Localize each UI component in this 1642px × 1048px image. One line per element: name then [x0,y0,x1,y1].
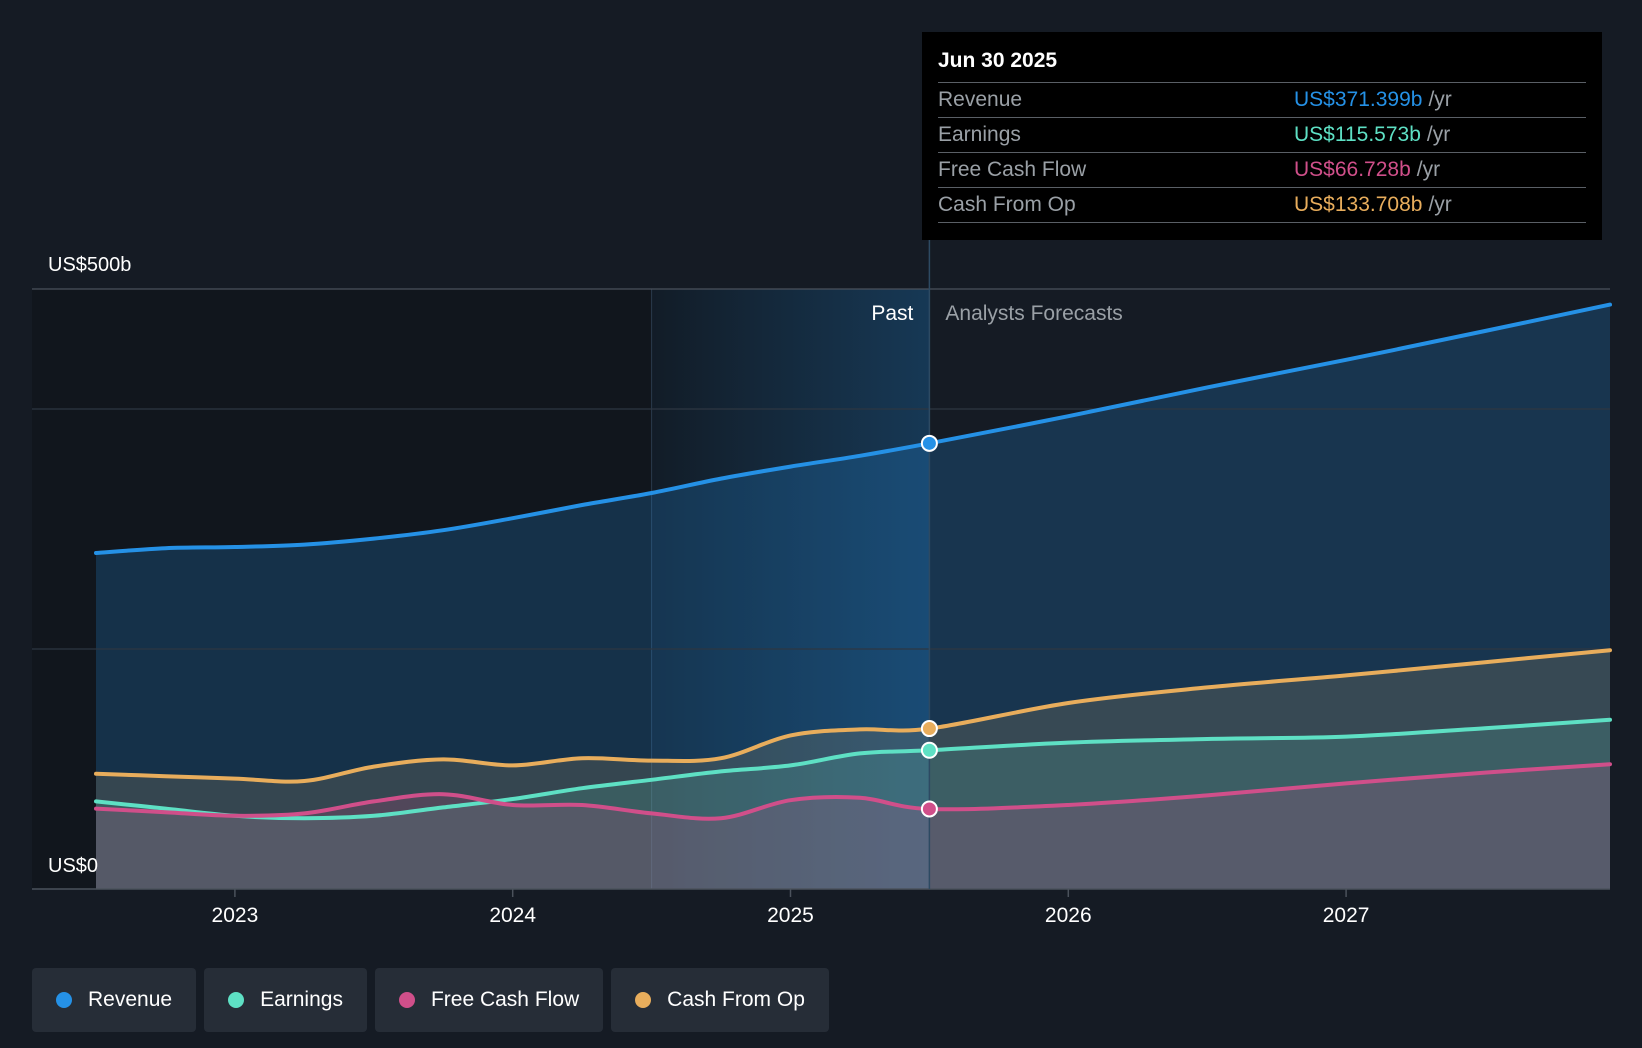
point-free-cash-flow [920,800,938,818]
area-free-cash-flow [96,764,1610,889]
line-earnings [94,717,1612,821]
legend-item-cash-from-op[interactable]: Cash From Op [611,968,829,1032]
point-revenue [920,434,938,452]
legend-label: Revenue [88,988,173,1011]
legend-label: Earnings [260,988,343,1011]
tooltip-row: Earnings US$115.573b/yr [938,117,1586,152]
tooltip-row-unit: /yr [1426,123,1451,146]
legend: Revenue Earnings Free Cash Flow Cash From O… [32,968,829,1032]
legend-dot-icon [398,992,415,1008]
tooltip-row-name: Revenue [938,88,1023,111]
tooltip-row-value: US$371.399b [1294,88,1423,111]
point-cash-from-op [920,720,938,738]
tooltip-row-unit: /yr [1416,158,1441,181]
tooltip-row-unit: /yr [1428,88,1452,111]
tooltip-row-name: Free Cash Flow [938,158,1087,181]
area-earnings [96,719,1610,889]
legend-item-earnings[interactable]: Earnings [204,968,367,1032]
x-tick-label: 2023 [212,904,259,927]
legend-dot-icon [228,992,245,1008]
tooltip-date: Jun 30 2025 [938,49,1058,72]
line-revenue [94,302,1612,555]
y-axis-bottom-label: US$0 [48,855,98,877]
past-label: Past [871,302,913,325]
tooltip-row-value: US$66.728b [1294,158,1411,181]
tooltip-row: Cash From Op US$133.708b/yr [938,187,1586,223]
point-earnings [920,741,938,759]
tooltip-row-value: US$133.708b [1294,193,1423,216]
legend-label: Cash From Op [667,988,805,1011]
tooltip-row: Revenue US$371.399b/yr [938,82,1586,117]
x-tick-label: 2025 [767,904,814,927]
y-axis-top-label: US$500b [48,254,131,276]
line-cash-from-op [94,648,1612,784]
legend-dot-icon [635,992,652,1008]
legend-label: Free Cash Flow [430,988,580,1011]
x-tick-label: 2026 [1045,904,1092,927]
area-revenue [96,304,1610,890]
tooltip-row-unit: /yr [1428,193,1452,216]
x-tick-label: 2027 [1323,904,1370,927]
tooltip: Jun 30 2025 Revenue US$371.399b/yr Earning… [922,32,1602,240]
tooltip-row-value: US$115.573b [1294,123,1421,146]
line-free-cash-flow [94,762,1612,821]
tooltip-row-name: Cash From Op [938,193,1076,216]
area-cash-from-op [96,650,1610,889]
tooltip-row: Free Cash Flow US$66.728b/yr [938,152,1586,187]
legend-item-free-cash-flow[interactable]: Free Cash Flow [374,968,604,1032]
highlight-band [651,289,930,889]
legend-item-revenue[interactable]: Revenue [32,968,197,1032]
legend-dot-icon [56,992,72,1008]
tooltip-row-name: Earnings [938,123,1021,146]
forecast-label: Analysts Forecasts [945,302,1122,325]
x-tick-label: 2024 [489,904,536,927]
